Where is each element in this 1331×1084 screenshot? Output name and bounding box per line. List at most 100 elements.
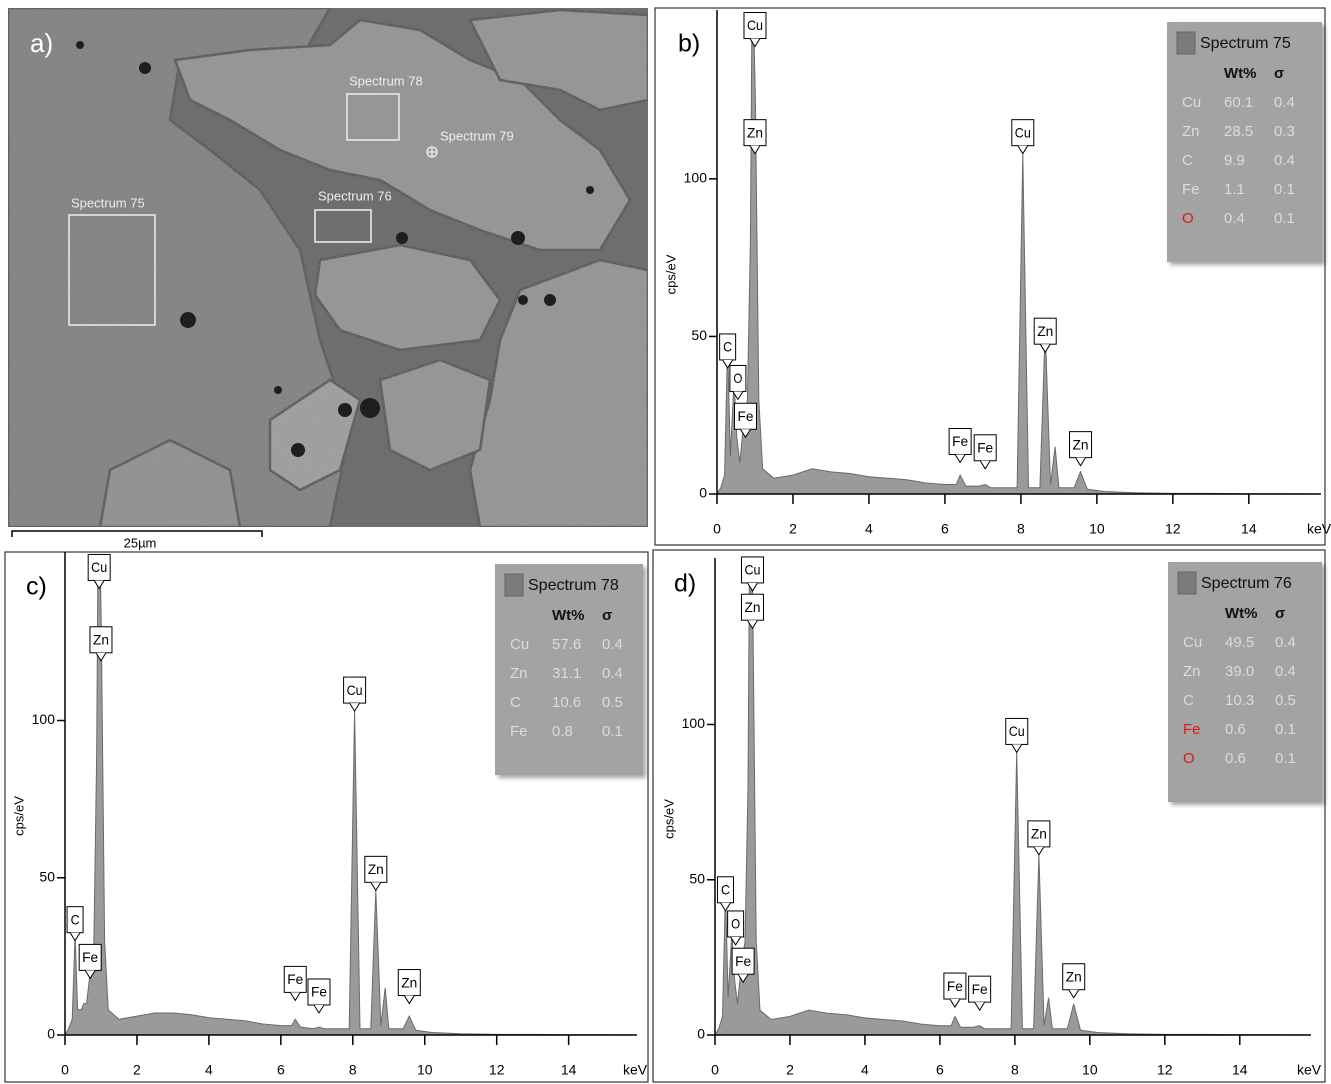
peak-label-text: Fe [972,981,988,997]
image-annotation: Spectrum 76 [318,188,392,203]
legend-sigma: 0.3 [1274,123,1295,140]
peak-label-text: O [733,370,742,386]
peak-label-text: Zn [744,599,760,615]
legend-element: Fe [1183,721,1201,738]
x-tick-label: 14 [1232,1062,1248,1078]
x-tick-label: 0 [713,521,721,537]
legend-title: Spectrum 76 [1201,575,1292,592]
panel-label: d) [674,570,696,598]
x-axis-label: keV [623,1062,648,1078]
y-axis-label: cps/eV [661,799,676,839]
x-axis-label: keV [1297,1062,1322,1078]
image-annotation: Spectrum 78 [349,73,423,88]
legend-wt: 0.6 [1225,721,1246,738]
x-tick-label: 4 [865,521,873,537]
peak-label-text: Fe [735,953,751,969]
legend-sigma: 0.4 [1274,152,1295,169]
legend-header: Wt% [1224,65,1257,82]
y-tick-label: 50 [39,868,55,884]
legend-sigma: 0.1 [1274,210,1295,227]
peak-label-text: Fe [311,984,327,1000]
legend-element: O [1183,750,1195,767]
x-tick-label: 10 [1082,1062,1098,1078]
x-tick-label: 2 [133,1062,141,1078]
legend-wt: 60.1 [1224,94,1253,111]
legend-wt: 1.1 [1224,181,1245,198]
peak-label-text: Fe [947,978,963,994]
image-annotation: Spectrum 79 [440,128,514,143]
peak-label-text: Fe [977,439,993,455]
peak-label-text: O [731,916,740,932]
peak-label-text: Zn [1066,968,1082,984]
peak-label-text: Cu [1009,723,1025,739]
x-tick-label: 12 [489,1062,505,1078]
y-axis-label: cps/eV [663,254,678,294]
peak-label-text: Zn [1031,826,1047,842]
legend-header: Wt% [1225,605,1258,622]
x-axis-label: keV [1307,521,1331,537]
legend-element: C [510,694,521,711]
x-tick-label: 6 [936,1062,944,1078]
x-tick-label: 12 [1165,521,1181,537]
page: a) Spectrum 78 Spectrum 79 Spectrum 76 S… [0,0,1331,1084]
legend-wt: 28.5 [1224,123,1253,140]
legend-sigma: 0.1 [1274,181,1295,198]
x-tick-label: 0 [711,1062,719,1078]
peak-label-text: Cu [744,562,760,578]
legend-swatch [1178,572,1196,594]
legend-element: O [1182,210,1194,227]
legend-wt: 49.5 [1225,634,1254,651]
peak-label-text: Zn [1037,323,1053,339]
legend-swatch [1177,32,1195,54]
x-tick-label: 12 [1157,1062,1173,1078]
legend-sigma: 0.1 [1275,721,1296,738]
panel-label: a) [30,28,53,58]
x-tick-label: 6 [941,521,949,537]
legend-element: Zn [1182,123,1200,140]
peak-label-text: Cu [747,17,763,33]
peak-label-text: Fe [952,433,968,449]
x-tick-label: 2 [786,1062,794,1078]
legend-wt: 0.4 [1224,210,1245,227]
legend-wt: 10.6 [552,694,581,711]
peak-label-text: Zn [1073,436,1089,452]
y-tick-label: 100 [684,170,708,186]
legend-title: Spectrum 78 [528,577,619,594]
x-tick-label: 14 [1241,521,1257,537]
legend-element: Cu [1182,94,1201,111]
peak-label-text: Cu [1015,124,1031,140]
peak-label-text: C [71,911,80,927]
y-tick-label: 50 [691,327,707,343]
y-tick-label: 0 [699,485,707,501]
legend-element: Fe [1182,181,1200,198]
x-tick-label: 6 [277,1062,285,1078]
x-tick-label: 14 [561,1062,577,1078]
x-tick-label: 8 [349,1062,357,1078]
figure: a) Spectrum 78 Spectrum 79 Spectrum 76 S… [0,0,1331,1084]
legend-sigma: 0.4 [602,636,623,653]
x-tick-label: 4 [205,1062,213,1078]
y-tick-label: 0 [697,1026,705,1042]
legend-element: Fe [510,723,528,740]
legend-element: Cu [510,636,529,653]
sem-image: a) Spectrum 78 Spectrum 79 Spectrum 76 S… [8,8,648,527]
legend-element: Zn [510,665,528,682]
peak-label-text: Fe [82,949,98,965]
x-tick-label: 0 [61,1062,69,1078]
y-tick-label: 100 [682,715,706,731]
y-axis-label: cps/eV [11,796,26,836]
x-tick-label: 4 [861,1062,869,1078]
peak-label-text: Zn [401,974,417,990]
legend-sigma: 0.4 [1274,94,1295,111]
legend-element: C [1183,692,1194,709]
peak-label-text: Zn [93,631,109,647]
scale-bar-label: 25µm [124,535,157,550]
legend-element: Zn [1183,663,1201,680]
legend-wt: 0.6 [1225,750,1246,767]
peak-label-text: Cu [91,559,107,575]
legend-swatch [505,574,523,596]
legend-wt: 9.9 [1224,152,1245,169]
peak-label-text: Zn [747,124,763,140]
legend-wt: 57.6 [552,636,581,653]
peak-label-text: Cu [347,682,363,698]
